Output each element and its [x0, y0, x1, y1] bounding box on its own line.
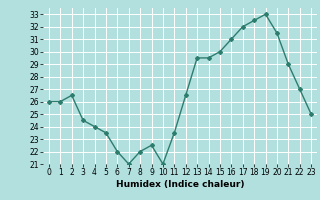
X-axis label: Humidex (Indice chaleur): Humidex (Indice chaleur): [116, 180, 244, 189]
